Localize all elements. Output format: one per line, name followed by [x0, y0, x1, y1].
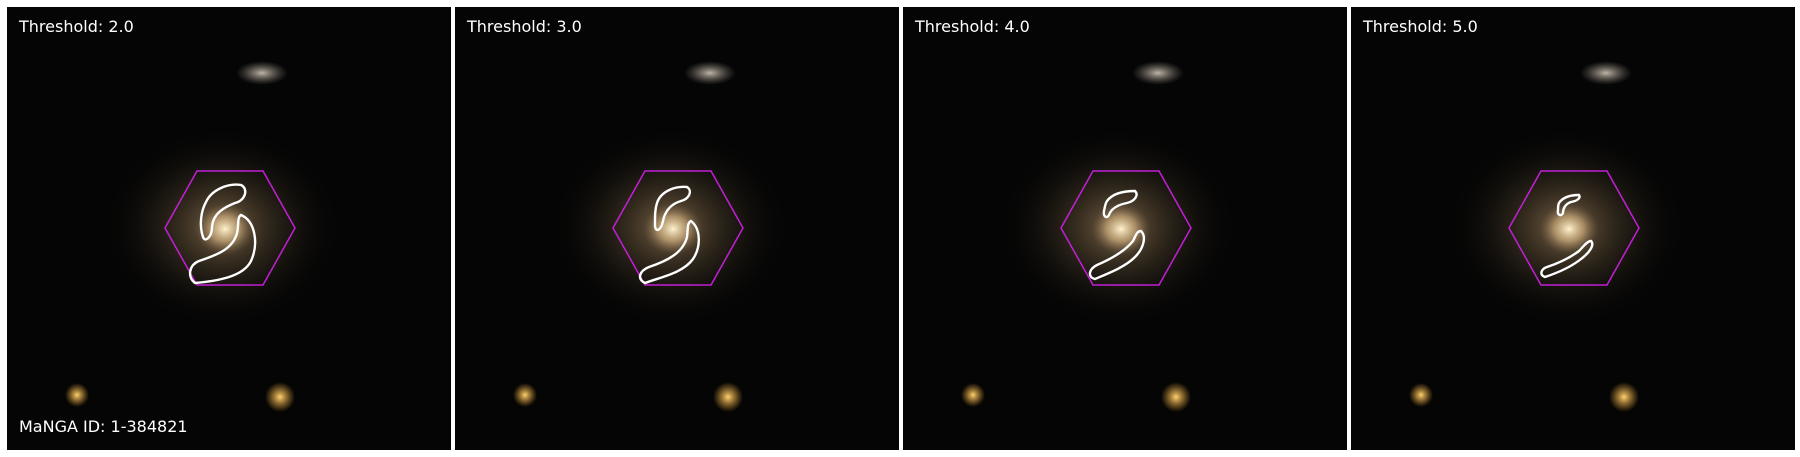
- contour-upper: [653, 185, 692, 232]
- galaxy-image: [903, 7, 1347, 450]
- ifu-hexagon: [164, 170, 296, 286]
- threshold-label: Threshold: 2.0: [19, 17, 134, 36]
- ifu-hexagon: [1060, 170, 1192, 286]
- star: [713, 382, 743, 412]
- galaxy-image: [7, 7, 451, 450]
- companion-galaxy: [684, 61, 736, 85]
- star: [961, 383, 985, 407]
- panel-threshold-3: Threshold: 3.0: [455, 7, 899, 450]
- threshold-label: Threshold: 3.0: [467, 17, 582, 36]
- contour-lower: [1540, 239, 1594, 279]
- galaxy-image: [455, 7, 899, 450]
- ifu-hexagon: [1508, 170, 1640, 286]
- contour-upper: [1102, 189, 1138, 219]
- panel-threshold-2: Threshold: 2.0 MaNGA ID: 1-384821: [7, 7, 451, 450]
- contour-upper: [1556, 193, 1581, 217]
- galaxy-image: [1351, 7, 1795, 450]
- star: [513, 383, 537, 407]
- contour-upper: [199, 183, 247, 241]
- galaxy-core: [195, 203, 255, 255]
- companion-galaxy: [1580, 61, 1632, 85]
- companion-galaxy: [236, 61, 288, 85]
- star: [1609, 382, 1639, 412]
- panel-threshold-4: Threshold: 4.0: [903, 7, 1347, 450]
- star: [1161, 382, 1191, 412]
- threshold-label: Threshold: 4.0: [915, 17, 1030, 36]
- companion-galaxy: [1132, 61, 1184, 85]
- star: [65, 383, 89, 407]
- contour-lower: [188, 213, 257, 285]
- contour-lower: [638, 219, 700, 285]
- ifu-hexagon: [612, 170, 744, 286]
- manga-id-label: MaNGA ID: 1-384821: [19, 417, 188, 436]
- threshold-label: Threshold: 5.0: [1363, 17, 1478, 36]
- star: [265, 382, 295, 412]
- star: [1409, 383, 1433, 407]
- contour-lower: [1088, 229, 1146, 281]
- galaxy-core: [1539, 203, 1599, 255]
- panel-threshold-5: Threshold: 5.0: [1351, 7, 1795, 450]
- galaxy-core: [643, 203, 703, 255]
